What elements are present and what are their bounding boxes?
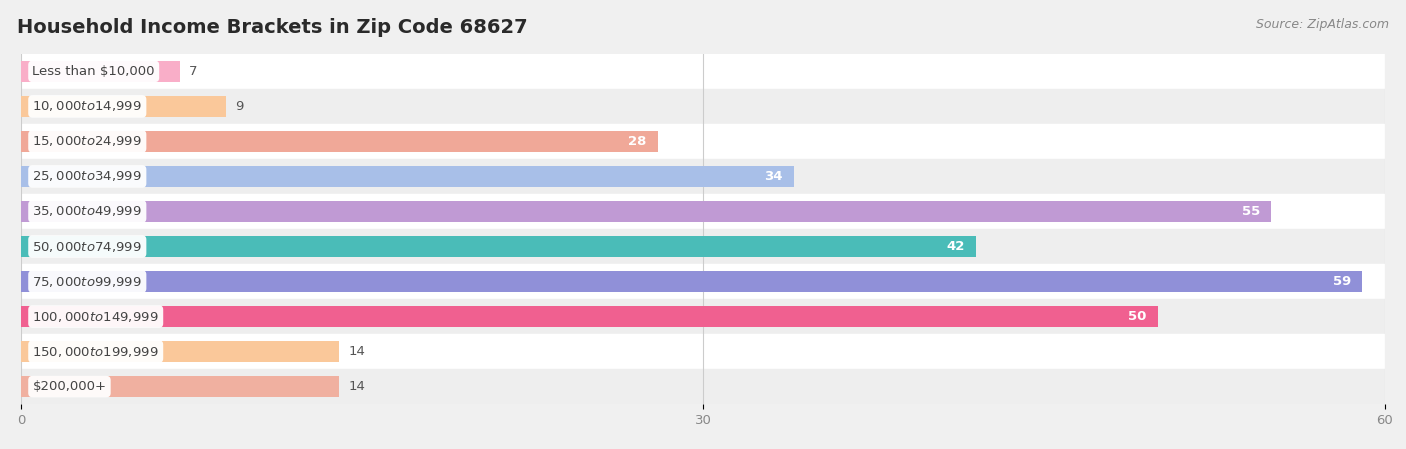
Text: $75,000 to $99,999: $75,000 to $99,999 <box>32 274 142 289</box>
Text: 14: 14 <box>349 380 366 393</box>
Bar <box>21 96 225 117</box>
Text: 55: 55 <box>1241 205 1260 218</box>
Bar <box>21 271 1362 292</box>
Bar <box>21 306 1157 327</box>
Text: Source: ZipAtlas.com: Source: ZipAtlas.com <box>1256 18 1389 31</box>
Bar <box>21 299 1385 334</box>
Text: $15,000 to $24,999: $15,000 to $24,999 <box>32 134 142 149</box>
Bar <box>21 159 1385 194</box>
Text: 9: 9 <box>235 100 243 113</box>
Bar <box>21 376 339 397</box>
Text: 34: 34 <box>763 170 783 183</box>
Bar <box>21 54 1385 89</box>
Bar <box>21 341 339 362</box>
Text: 42: 42 <box>946 240 965 253</box>
Text: $10,000 to $14,999: $10,000 to $14,999 <box>32 99 142 114</box>
Text: $50,000 to $74,999: $50,000 to $74,999 <box>32 239 142 254</box>
Text: $35,000 to $49,999: $35,000 to $49,999 <box>32 204 142 219</box>
Bar <box>21 194 1385 229</box>
Text: Less than $10,000: Less than $10,000 <box>32 65 155 78</box>
Text: $150,000 to $199,999: $150,000 to $199,999 <box>32 344 159 359</box>
Bar <box>21 61 180 82</box>
Bar <box>21 369 1385 404</box>
Bar <box>21 236 976 257</box>
Text: 50: 50 <box>1128 310 1146 323</box>
Text: Household Income Brackets in Zip Code 68627: Household Income Brackets in Zip Code 68… <box>17 18 527 37</box>
Text: 7: 7 <box>190 65 198 78</box>
Bar <box>21 201 1271 222</box>
Text: 28: 28 <box>628 135 647 148</box>
Bar <box>21 334 1385 369</box>
Bar <box>21 89 1385 124</box>
Bar <box>21 124 1385 159</box>
Text: $200,000+: $200,000+ <box>32 380 107 393</box>
Bar <box>21 166 794 187</box>
Text: 14: 14 <box>349 345 366 358</box>
Bar <box>21 264 1385 299</box>
Bar <box>21 229 1385 264</box>
Text: $100,000 to $149,999: $100,000 to $149,999 <box>32 309 159 324</box>
Text: $25,000 to $34,999: $25,000 to $34,999 <box>32 169 142 184</box>
Bar <box>21 131 658 152</box>
Text: 59: 59 <box>1333 275 1351 288</box>
